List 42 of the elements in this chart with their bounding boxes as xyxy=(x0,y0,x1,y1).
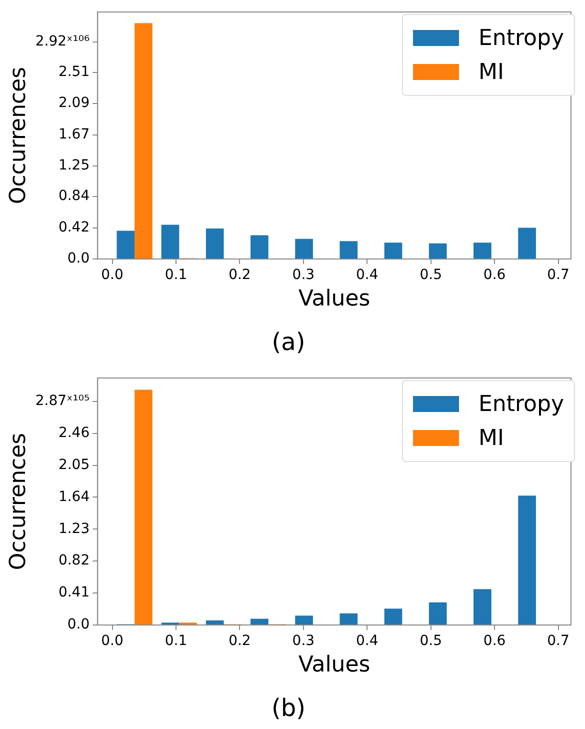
y-tick-label: 0.0 xyxy=(67,250,90,267)
y-tick-label: 1.23 xyxy=(58,520,90,537)
text: (b) xyxy=(272,694,306,722)
x-tick-label: 0.2 xyxy=(228,633,251,650)
legend-label: MI xyxy=(478,426,504,450)
x-tick-label: 0.4 xyxy=(356,633,378,650)
legend-label: Entropy xyxy=(478,26,564,50)
x-tick-label: 0.2 xyxy=(228,267,251,284)
legend-label: MI xyxy=(478,60,504,84)
x-tick-label: 0.0 xyxy=(101,267,124,284)
x-tick-label: 0.1 xyxy=(164,267,188,284)
y-tick-label: 1.64 xyxy=(58,488,90,505)
legend-label: Entropy xyxy=(478,392,564,416)
y-tick-label: 2.51 xyxy=(58,64,90,80)
x-tick-label: 0.3 xyxy=(292,633,315,650)
x-tick-label: 0.5 xyxy=(420,633,442,650)
y-tick-label: 2.92ˣ¹⁰⁶ xyxy=(35,33,90,50)
x-tick-label: 0.1 xyxy=(164,633,188,650)
y-tick-label: 2.87ˣ¹⁰⁵ xyxy=(35,393,90,410)
y-tick-label: 0.42 xyxy=(58,219,90,236)
y-tick-label: 2.46 xyxy=(58,424,90,441)
y-tick-label: 0.41 xyxy=(58,584,90,601)
y-axis-title: Occurrences xyxy=(6,432,31,570)
x-axis-title: Values xyxy=(298,652,370,678)
x-tick-label: 0.4 xyxy=(356,267,378,284)
x-tick-label: 0.5 xyxy=(420,267,442,284)
y-tick-label: 0.0 xyxy=(67,616,90,633)
y-tick-label: 1.67 xyxy=(58,126,90,142)
y-tick-label: 2.05 xyxy=(58,456,90,473)
y-axis-title: Occurrences xyxy=(6,66,31,204)
x-axis-title: Values xyxy=(298,286,370,312)
y-tick-label: 0.82 xyxy=(58,552,90,569)
x-tick-label: 0.3 xyxy=(292,267,315,284)
y-tick-label: 1.25 xyxy=(58,158,90,174)
text: (a) xyxy=(272,328,306,356)
y-tick-label: 2.09 xyxy=(58,95,90,112)
x-tick-label: 0.6 xyxy=(483,633,506,650)
x-tick-label: 0.7 xyxy=(547,633,570,650)
x-tick-label: 0.7 xyxy=(547,267,570,284)
y-tick-label: 0.84 xyxy=(58,188,90,204)
x-tick-label: 0.6 xyxy=(483,267,506,284)
x-tick-label: 0.0 xyxy=(101,633,124,650)
